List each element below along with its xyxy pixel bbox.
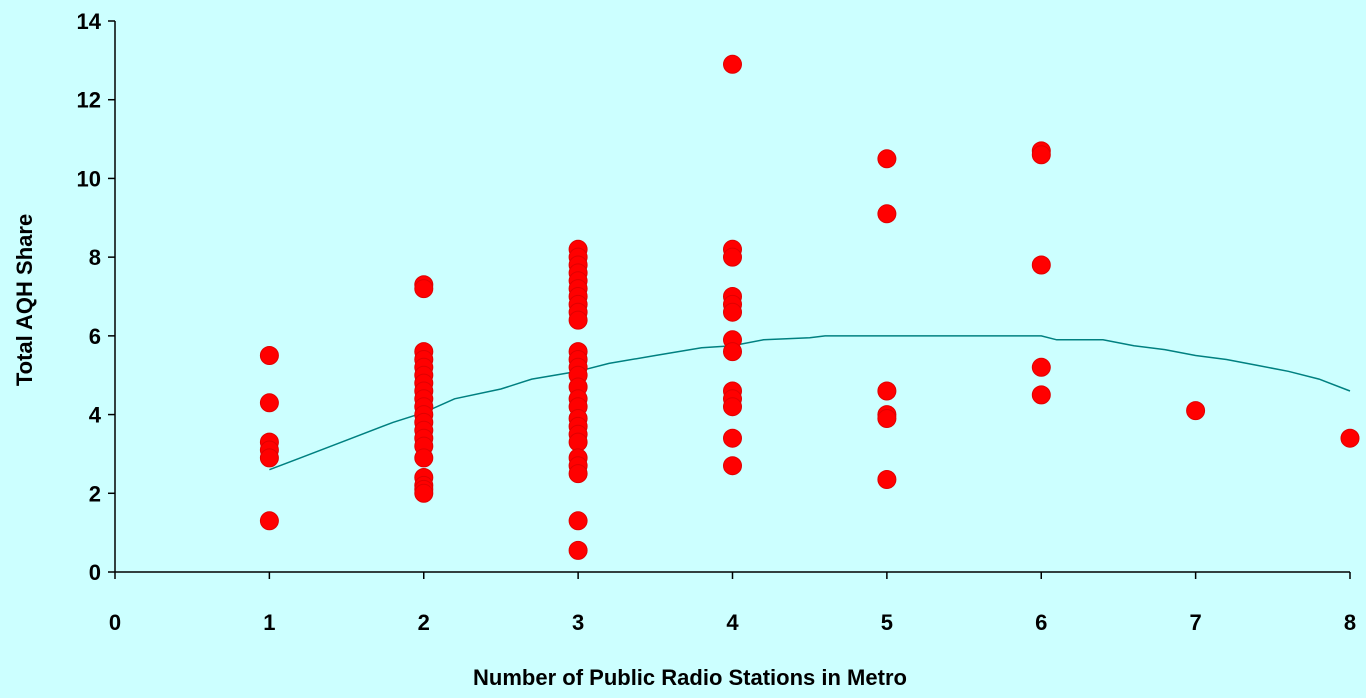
data-point xyxy=(259,393,279,413)
data-point xyxy=(723,342,742,362)
y-tick-label: 12 xyxy=(77,88,101,113)
y-tick-label: 2 xyxy=(89,481,101,506)
data-point xyxy=(568,310,588,330)
y-tick-label: 10 xyxy=(77,166,101,191)
data-point xyxy=(259,346,279,365)
data-point xyxy=(1031,357,1051,377)
data-point xyxy=(877,204,897,224)
x-axis-title: Number of Public Radio Stations in Metro xyxy=(473,665,907,690)
data-point xyxy=(568,464,588,484)
x-tick-label: 5 xyxy=(881,610,893,635)
x-tick-label: 1 xyxy=(263,610,275,635)
data-point xyxy=(568,511,588,531)
data-point xyxy=(1031,385,1051,405)
data-point xyxy=(723,397,742,417)
data-point xyxy=(723,54,742,74)
x-tick-label: 3 xyxy=(572,610,584,635)
data-point xyxy=(414,483,434,503)
data-points xyxy=(259,54,1360,560)
trend-line-group xyxy=(269,335,1351,471)
x-tick-label: 7 xyxy=(1190,610,1202,635)
y-tick-label: 4 xyxy=(89,403,102,428)
data-point xyxy=(1031,255,1051,275)
x-tick-label: 4 xyxy=(726,610,739,635)
x-tick-label: 0 xyxy=(109,610,121,635)
data-point xyxy=(723,428,742,448)
data-point xyxy=(877,470,897,489)
data-point xyxy=(723,247,742,267)
x-tick-label: 6 xyxy=(1035,610,1047,635)
y-tick-label: 14 xyxy=(77,9,102,34)
y-tick-label: 8 xyxy=(89,245,101,270)
x-axis-ticks: 0 1 2 3 4 5 6 7 8 xyxy=(109,572,1356,635)
data-point xyxy=(723,456,742,476)
data-point xyxy=(568,540,588,560)
data-point xyxy=(414,279,434,299)
y-tick-label: 6 xyxy=(89,324,101,349)
data-point xyxy=(1031,145,1051,165)
x-tick-label: 2 xyxy=(418,610,430,635)
data-point xyxy=(414,448,434,468)
y-tick-label: 0 xyxy=(89,560,101,585)
y-axis-title: Total AQH Share xyxy=(12,214,37,386)
data-point xyxy=(1340,428,1360,448)
data-point xyxy=(259,448,279,468)
trend-line xyxy=(269,335,1351,471)
x-tick-label: 8 xyxy=(1344,610,1356,635)
data-point xyxy=(723,302,742,322)
data-point xyxy=(877,409,897,428)
data-point xyxy=(877,381,897,401)
data-point xyxy=(1186,401,1206,421)
data-point xyxy=(259,511,279,531)
y-axis-ticks: 0 2 4 6 8 10 12 14 xyxy=(77,9,115,585)
data-point xyxy=(877,149,897,169)
